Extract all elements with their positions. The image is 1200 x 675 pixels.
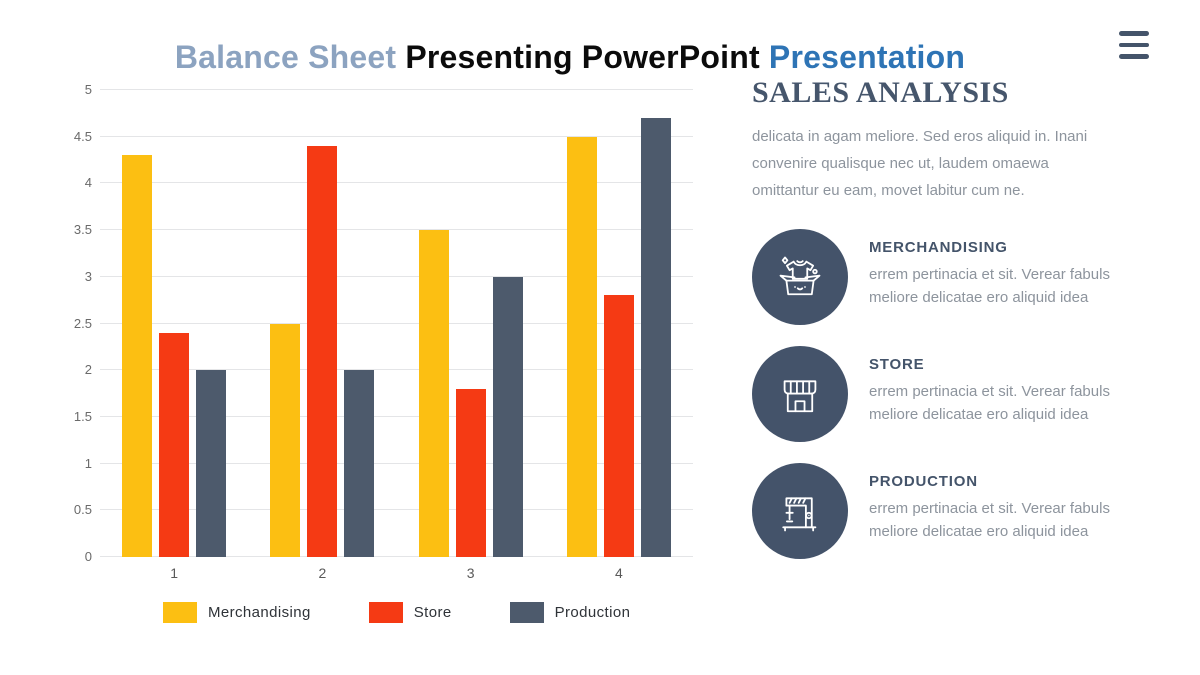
gridline (100, 182, 693, 184)
hamburger-bar (1119, 54, 1149, 59)
gridline (100, 462, 693, 464)
gridline (100, 415, 693, 417)
page-title: Balance Sheet Presenting PowerPoint Pres… (0, 39, 1140, 76)
gridline (100, 369, 693, 371)
bar-merchandising-3 (418, 230, 449, 557)
panel-item-text: MERCHANDISING errem pertinacia et sit. Ve… (869, 229, 1110, 325)
panel-item-title: STORE (869, 356, 925, 373)
x-tick-label: 4 (614, 565, 623, 581)
merchandising-box-icon (752, 229, 848, 325)
gridline (100, 322, 693, 324)
bar-store-3 (455, 388, 486, 557)
panel-item-description: errem pertinacia et sit. Verear fabuls m… (869, 383, 1110, 423)
y-tick-label: 3.5 (73, 222, 92, 238)
legend-swatch-production (509, 602, 544, 623)
y-tick-label: 5 (84, 82, 92, 97)
sales-analysis-panel: SALES ANALYSIS delicata in agam meliore.… (752, 76, 1177, 580)
bar-store-4 (603, 295, 634, 557)
gridline (100, 135, 693, 137)
legend-label: Production (554, 604, 631, 621)
hamburger-bar (1119, 42, 1149, 47)
y-tick-label: 2.5 (73, 315, 92, 331)
panel-item-title: MERCHANDISING (869, 239, 1008, 256)
panel-heading: SALES ANALYSIS (752, 76, 1009, 109)
title-segment-blue: Presentation (768, 39, 966, 76)
legend-item-merchandising: Merchandising (163, 602, 311, 623)
x-tick-label: 3 (466, 565, 475, 581)
panel-item-text: PRODUCTION errem pertinacia et sit. Verea… (869, 463, 1110, 559)
x-tick-label: 1 (170, 565, 179, 581)
panel-item-description: errem pertinacia et sit. Verear fabuls m… (869, 266, 1110, 306)
y-tick-label: 4 (84, 175, 92, 191)
legend-item-production: Production (509, 602, 631, 623)
bar-production-4 (640, 118, 671, 557)
bar-group-2 (248, 90, 396, 557)
y-tick-label: 2 (84, 362, 92, 378)
panel-item-text: STORE errem pertinacia et sit. Verear fab… (869, 346, 1110, 442)
bar-merchandising-1 (122, 155, 153, 557)
sewing-machine-icon (752, 463, 848, 559)
legend-label: Store (413, 604, 452, 621)
panel-item-store: STORE errem pertinacia et sit. Verear fab… (752, 346, 1177, 442)
bar-chart: 0 0.5 1 1.5 2 2.5 3 3.5 4 4.5 5 (40, 82, 693, 564)
x-axis: 1 2 3 4 (100, 565, 693, 581)
title-segment-muted: Balance Sheet (174, 39, 406, 76)
panel-intro-text: delicata in agam meliore. Sed eros aliqu… (752, 128, 1088, 199)
bar-production-3 (492, 276, 523, 557)
hamburger-menu-icon[interactable] (1119, 31, 1154, 59)
bar-merchandising-4 (566, 136, 597, 557)
bar-group-3 (397, 90, 545, 557)
y-tick-label: 4.5 (73, 128, 92, 144)
y-tick-label: 3 (84, 268, 92, 284)
gridline (100, 509, 693, 511)
legend-swatch-store (368, 602, 403, 623)
panel-item-merchandising: MERCHANDISING errem pertinacia et sit. Ve… (752, 229, 1177, 325)
storefront-icon (752, 346, 848, 442)
bar-production-1 (196, 370, 227, 557)
x-tick-label: 2 (318, 565, 327, 581)
title-segment-black: Presenting PowerPoint (405, 39, 769, 76)
y-tick-label: 1 (84, 455, 92, 471)
y-tick-label: 0 (84, 549, 92, 564)
legend-label: Merchandising (208, 604, 311, 621)
panel-item-title: PRODUCTION (869, 473, 978, 490)
gridline (100, 556, 693, 557)
bar-group-1 (100, 90, 248, 557)
bar-store-2 (307, 146, 338, 557)
bar-store-1 (159, 332, 190, 557)
gridline (100, 89, 693, 90)
y-tick-label: 0.5 (73, 502, 92, 518)
legend-item-store: Store (368, 602, 452, 623)
hamburger-bar (1119, 31, 1149, 36)
panel-item-description: errem pertinacia et sit. Verear fabuls m… (869, 500, 1110, 540)
bar-merchandising-2 (270, 323, 301, 557)
gridline (100, 229, 693, 231)
gridline (100, 275, 693, 277)
chart-legend: Merchandising Store Production (163, 602, 630, 623)
y-tick-label: 1.5 (73, 408, 92, 424)
bar-production-2 (344, 370, 375, 557)
panel-items: MERCHANDISING errem pertinacia et sit. Ve… (752, 229, 1177, 559)
chart-plot-area (100, 89, 693, 557)
panel-item-production: PRODUCTION errem pertinacia et sit. Verea… (752, 463, 1177, 559)
legend-swatch-merchandising (163, 602, 197, 623)
bar-group-4 (545, 90, 693, 557)
